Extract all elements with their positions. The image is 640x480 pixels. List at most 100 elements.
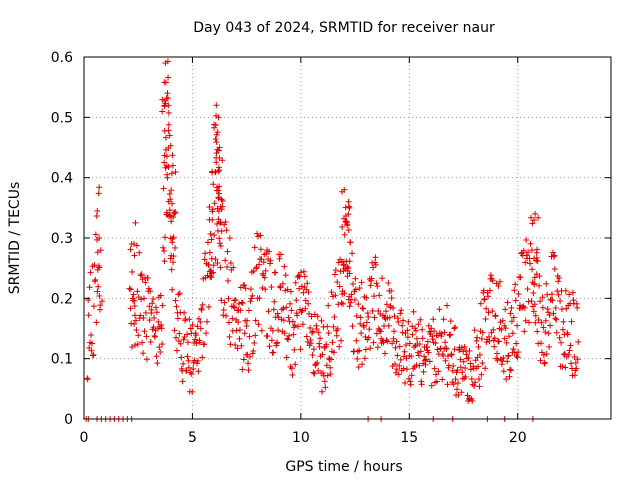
data-point — [206, 204, 213, 211]
data-point — [352, 286, 359, 293]
data-point — [199, 301, 206, 308]
data-point — [499, 317, 506, 324]
data-point — [262, 267, 269, 274]
data-point — [454, 386, 461, 393]
data-point — [278, 306, 285, 313]
data-point — [202, 250, 209, 257]
data-point — [274, 310, 281, 317]
data-point — [358, 330, 365, 337]
data-point — [317, 335, 324, 342]
data-point — [334, 279, 341, 286]
data-point — [520, 303, 527, 310]
data-point — [482, 315, 489, 322]
data-point — [93, 319, 100, 326]
data-point — [332, 267, 339, 274]
data-point — [376, 327, 383, 334]
data-point — [475, 363, 482, 370]
data-point — [393, 338, 400, 345]
data-point — [531, 301, 538, 308]
data-point — [308, 313, 315, 320]
data-point — [251, 244, 258, 251]
data-point — [147, 288, 154, 295]
data-point — [244, 317, 251, 324]
data-point — [216, 240, 223, 247]
data-point — [221, 299, 228, 306]
data-point — [390, 305, 397, 312]
data-point — [167, 235, 174, 242]
data-point — [405, 375, 412, 382]
data-point — [194, 323, 201, 330]
data-point-peak — [96, 235, 103, 241]
data-point — [159, 341, 166, 348]
data-point — [193, 340, 200, 347]
data-point — [431, 365, 438, 372]
data-point — [398, 307, 405, 314]
data-point — [215, 147, 222, 154]
data-point — [349, 250, 356, 257]
data-point — [417, 348, 424, 355]
data-point — [415, 352, 422, 359]
data-point — [355, 364, 362, 371]
data-point — [161, 247, 168, 254]
data-point — [360, 305, 367, 312]
y-tick-label: 0.1 — [51, 352, 73, 368]
data-point — [298, 269, 305, 276]
data-point — [379, 275, 386, 282]
data-point — [133, 327, 140, 334]
data-point — [434, 346, 441, 353]
data-point — [331, 271, 338, 278]
data-point — [517, 274, 524, 281]
data-point — [281, 330, 288, 337]
data-point — [172, 334, 179, 341]
data-point — [308, 340, 315, 347]
data-point — [335, 259, 342, 266]
x-tick-label: 15 — [400, 430, 418, 446]
data-point — [213, 159, 220, 166]
data-point — [496, 278, 503, 285]
data-point — [413, 335, 420, 342]
data-point — [137, 312, 144, 319]
data-point — [175, 291, 182, 298]
data-point — [353, 337, 360, 344]
data-point — [288, 365, 295, 372]
data-point — [555, 291, 562, 298]
data-point — [534, 258, 541, 265]
data-point — [279, 280, 286, 287]
data-point — [280, 305, 287, 312]
data-point — [128, 320, 135, 327]
data-point — [196, 339, 203, 346]
data-point — [285, 336, 292, 343]
data-point — [331, 313, 338, 320]
data-point — [158, 325, 165, 332]
data-point — [392, 369, 399, 376]
data-point — [521, 304, 528, 311]
data-point — [323, 362, 330, 369]
data-point — [340, 262, 347, 269]
data-point — [288, 307, 295, 314]
data-point — [287, 300, 294, 307]
data-point — [225, 277, 232, 284]
data-point — [197, 318, 204, 325]
data-point — [417, 316, 424, 323]
data-point — [553, 329, 560, 336]
data-point — [403, 366, 410, 373]
data-point — [495, 282, 502, 289]
data-point — [558, 306, 565, 313]
data-point — [230, 264, 237, 271]
data-point-peak — [213, 102, 220, 109]
x-axis-label: GPS time / hours — [285, 459, 402, 475]
data-point — [302, 305, 309, 312]
data-point — [181, 309, 188, 316]
data-point — [218, 196, 225, 203]
data-point — [314, 359, 321, 366]
data-point — [259, 284, 266, 291]
data-point — [506, 333, 513, 340]
data-point — [217, 220, 224, 227]
data-point — [354, 348, 361, 355]
data-point — [531, 280, 538, 287]
data-point — [522, 259, 529, 266]
data-point — [154, 360, 161, 367]
data-point — [513, 352, 520, 359]
data-point — [309, 328, 316, 335]
data-point — [348, 291, 355, 298]
